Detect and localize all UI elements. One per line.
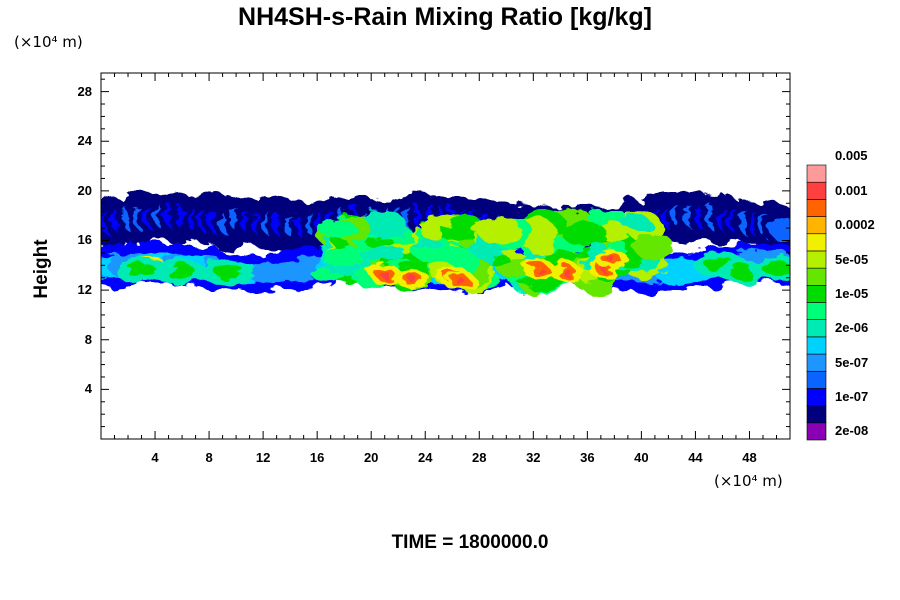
field-cell [761, 260, 790, 276]
colorbar-swatch [806, 336, 827, 355]
y-tick-label: 12 [77, 282, 92, 298]
x-tick-label: 28 [472, 450, 487, 465]
y-tick-label: 28 [77, 83, 92, 99]
field-cell [167, 265, 197, 281]
field-cell [527, 231, 554, 257]
colorbar-swatch [806, 302, 827, 320]
colorbar-label: 5e-07 [835, 354, 869, 370]
x-tick-label: 36 [580, 450, 595, 465]
y-tick-label: 16 [77, 232, 92, 248]
field-cell [769, 215, 790, 241]
colorbar-swatch [806, 405, 827, 424]
colorbar-label: 1e-05 [835, 285, 869, 301]
colorbar-swatch [806, 319, 827, 338]
field-cell [359, 247, 396, 261]
colorbar-swatch [806, 285, 827, 303]
x-tick-label: 16 [309, 450, 325, 465]
x-tick-label: 44 [688, 450, 703, 465]
colorbar-swatch [806, 388, 827, 406]
plot-frame [100, 72, 791, 440]
colorbar [806, 164, 827, 441]
field-cell [420, 213, 442, 242]
y-tick-label: 8 [84, 331, 92, 347]
colorbar-swatch [806, 370, 827, 389]
x-tick-label: 48 [742, 450, 757, 465]
field-cell [407, 273, 416, 282]
colorbar-label: 2e-08 [835, 423, 869, 439]
x-tick-label: 8 [205, 450, 213, 465]
x-tick-label: 4 [151, 450, 159, 465]
field-layer-2 [101, 209, 790, 295]
field-cell [365, 237, 395, 248]
axis-ticks [101, 73, 790, 439]
chart-title: NH4SH-s-Rain Mixing Ratio [kg/kg] [238, 3, 652, 31]
field-cell [536, 266, 545, 274]
colorbar-swatch [806, 181, 827, 200]
colorbar-label: 2e-06 [835, 320, 869, 336]
field-cell [412, 239, 445, 250]
colorbar-swatch [806, 233, 827, 252]
colorbar-swatch [806, 267, 827, 286]
x-axis-unit: (×10⁴ m) [714, 472, 783, 490]
y-tick-label: 4 [84, 381, 92, 397]
field-cell [607, 255, 616, 263]
colorbar-label: 5e-05 [835, 251, 869, 267]
colorbar-swatch [806, 164, 827, 183]
mixing-ratio-field [101, 189, 790, 295]
field-cell [214, 264, 245, 279]
field-cell [517, 275, 566, 290]
colorbar-swatch [806, 199, 827, 217]
field-cell [126, 262, 157, 278]
colorbar-label: 0.0002 [835, 217, 875, 233]
y-tick-label: 20 [77, 182, 92, 198]
x-tick-label: 24 [418, 450, 433, 465]
colorbar-label: 0.001 [835, 182, 868, 198]
colorbar-swatch [806, 250, 827, 269]
x-tick-label: 40 [634, 450, 649, 465]
time-label: TIME = 1800000.0 [391, 532, 549, 553]
y-axis-unit: (×10⁴ m) [14, 33, 83, 51]
field-cell [561, 221, 607, 246]
colorbar-swatch [806, 422, 827, 441]
field-cell [380, 270, 389, 278]
colorbar-label: 0.005 [835, 148, 868, 164]
colorbar-swatch [806, 216, 827, 235]
colorbar-swatch [806, 353, 827, 372]
x-tick-label: 32 [526, 450, 541, 465]
x-tick-label: 20 [363, 450, 379, 465]
field-cell [477, 215, 521, 245]
x-tick-label: 12 [255, 450, 271, 465]
field-cell [319, 221, 358, 240]
field-cell [563, 269, 572, 277]
field-cell [321, 245, 365, 266]
colorbar-label: 1e-07 [835, 389, 869, 405]
y-tick-label: 24 [77, 133, 92, 149]
field-cell [634, 233, 675, 261]
field-cell [325, 263, 366, 274]
field-cell [454, 276, 464, 284]
field-cell [361, 211, 407, 238]
